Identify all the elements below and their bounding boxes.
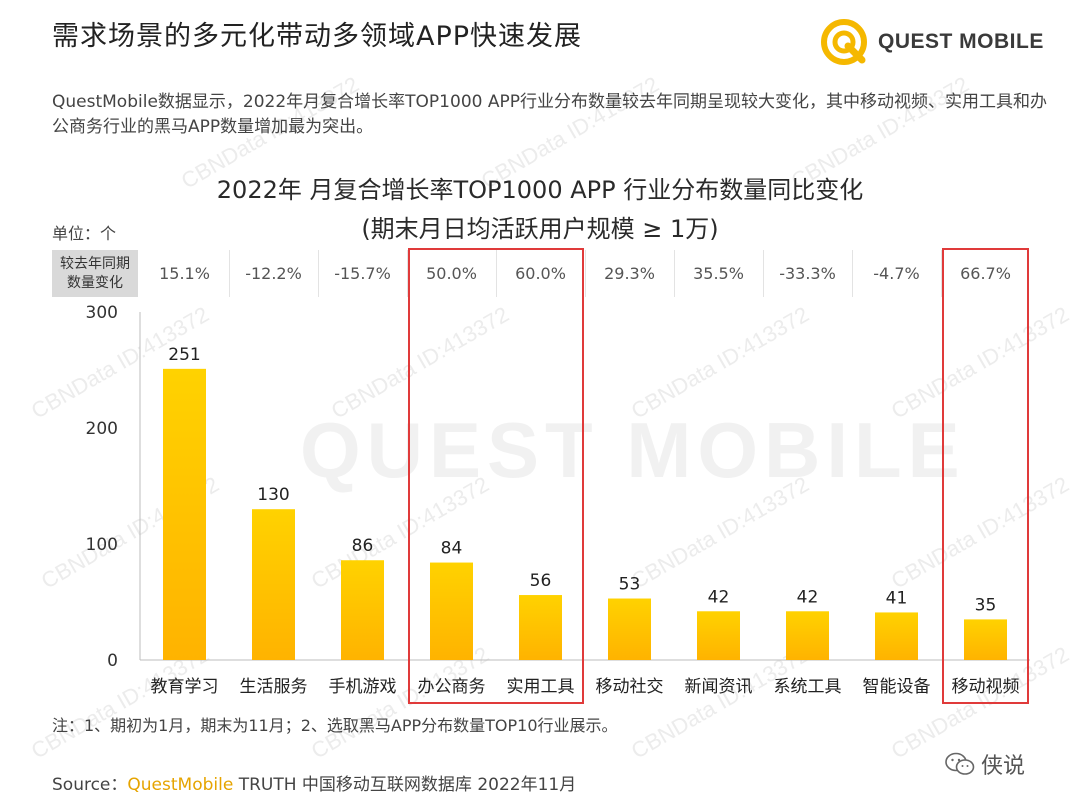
logo-text: QUEST MOBILE — [878, 30, 1044, 53]
wechat-badge: 侠说 — [945, 748, 1025, 780]
yoy-divider — [674, 250, 675, 297]
yoy-label-line1: 较去年同期 — [60, 255, 130, 272]
bar-智能设备 — [875, 612, 918, 660]
x-tick-label: 实用工具 — [507, 677, 575, 697]
bar-value-label: 53 — [619, 575, 641, 595]
source-line: Source：QuestMobile TRUTH 中国移动互联网数据库 2022… — [52, 770, 576, 795]
yoy-value-cell: 66.7% — [960, 264, 1011, 283]
footnote: 注：1、期初为1月，期末为11月；2、选取黑马APP分布数量TOP10行业展示。 — [52, 716, 618, 735]
questmobile-logo-icon — [821, 19, 867, 65]
y-tick-label: 200 — [86, 419, 118, 439]
bar-value-label: 84 — [441, 539, 463, 559]
yoy-divider — [318, 250, 319, 297]
description-text: QuestMobile数据显示，2022年月复合增长率TOP1000 APP行业… — [52, 92, 1047, 137]
yoy-divider — [407, 250, 408, 297]
x-tick-label: 智能设备 — [863, 677, 931, 697]
yoy-value-cell: -15.7% — [334, 264, 391, 283]
yoy-value-cell: 15.1% — [159, 264, 210, 283]
y-tick-label: 300 — [86, 303, 118, 323]
source-brand: QuestMobile — [127, 775, 234, 795]
bar-办公商务 — [430, 562, 473, 660]
y-tick-label: 100 — [86, 535, 118, 555]
unit-label: 单位：个 — [52, 224, 117, 243]
bar-实用工具 — [519, 595, 562, 660]
bar-教育学习 — [163, 368, 206, 660]
x-tick-label: 手机游戏 — [329, 677, 397, 697]
bar-value-label: 56 — [530, 571, 552, 591]
yoy-label-line2: 数量变化 — [67, 274, 123, 291]
yoy-row-label: 较去年同期 数量变化 — [52, 250, 138, 297]
yoy-value-cell: 60.0% — [515, 264, 566, 283]
yoy-value-cell: -4.7% — [873, 264, 920, 283]
yoy-divider — [229, 250, 230, 297]
yoy-divider — [852, 250, 853, 297]
bar-系统工具 — [786, 611, 829, 660]
yoy-value-cell: 50.0% — [426, 264, 477, 283]
yoy-divider — [496, 250, 497, 297]
highlight-box — [942, 248, 1029, 704]
yoy-value-cell: 29.3% — [604, 264, 655, 283]
x-tick-label: 移动视频 — [952, 677, 1020, 697]
wechat-icon — [945, 752, 975, 775]
bar-新闻资讯 — [697, 611, 740, 660]
x-tick-label: 新闻资讯 — [685, 677, 753, 697]
bar-value-label: 251 — [168, 345, 200, 365]
bar-value-label: 42 — [708, 587, 730, 607]
yoy-divider — [585, 250, 586, 297]
bar-value-label: 35 — [975, 595, 997, 615]
wechat-label: 侠说 — [981, 754, 1026, 779]
questmobile-logo: QUEST MOBILE — [818, 16, 1048, 72]
x-tick-label: 移动社交 — [596, 677, 664, 697]
y-tick-label: 0 — [107, 651, 118, 671]
yoy-divider — [763, 250, 764, 297]
page-title: 需求场景的多元化带动多领域APP快速发展 — [52, 21, 583, 52]
bar-value-label: 130 — [257, 485, 289, 505]
x-tick-label: 系统工具 — [774, 677, 842, 697]
x-tick-label: 生活服务 — [240, 677, 308, 697]
highlight-box — [408, 248, 584, 704]
bar-value-label: 86 — [352, 536, 374, 556]
bar-手机游戏 — [341, 560, 384, 660]
bar-value-label: 42 — [797, 587, 819, 607]
bar-生活服务 — [252, 509, 295, 660]
chart-subtitle: (期末月日均活跃用户规模 ≥ 1万) — [361, 215, 719, 243]
bar-value-label: 41 — [886, 588, 908, 608]
yoy-value-cell: 35.5% — [693, 264, 744, 283]
yoy-divider — [941, 250, 942, 297]
source-prefix: Source： — [52, 775, 128, 795]
bar-移动社交 — [608, 598, 651, 660]
chart-title: 2022年 月复合增长率TOP1000 APP 行业分布数量同比变化 — [216, 176, 864, 204]
source-rest: TRUTH 中国移动互联网数据库 2022年11月 — [233, 775, 577, 795]
x-tick-label: 办公商务 — [418, 677, 486, 697]
yoy-value-cell: -33.3% — [779, 264, 836, 283]
x-tick-label: 教育学习 — [151, 677, 219, 697]
yoy-value-cell: -12.2% — [245, 264, 302, 283]
bar-移动视频 — [964, 619, 1007, 660]
